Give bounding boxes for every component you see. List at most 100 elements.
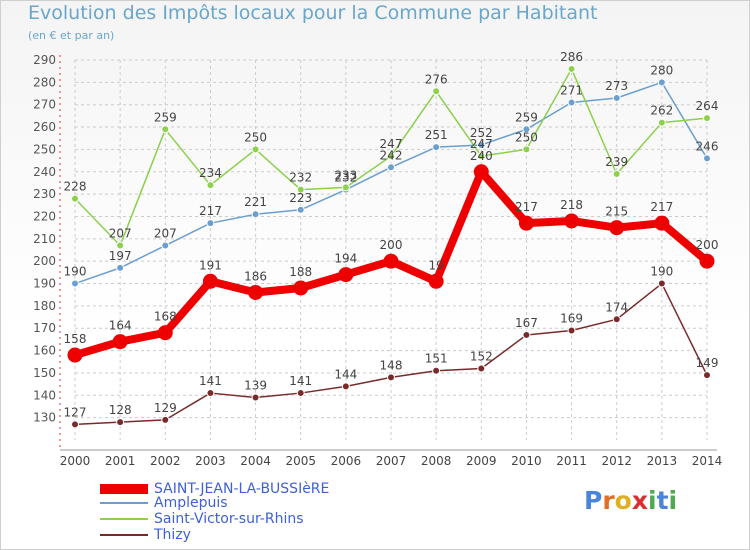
data-point — [157, 325, 173, 341]
y-tick-label: 200 — [33, 254, 56, 268]
data-point — [612, 94, 621, 102]
data-point — [161, 415, 170, 424]
x-tick-label: 2014 — [692, 454, 723, 468]
data-point — [387, 163, 395, 172]
data-point — [202, 273, 218, 289]
data-point — [564, 213, 580, 229]
logo-letter: t — [656, 486, 669, 515]
x-tick-label: 2003 — [195, 454, 226, 468]
y-tick-label: 220 — [33, 209, 56, 223]
data-label: 217 — [199, 204, 222, 218]
data-point — [612, 315, 621, 324]
data-point — [338, 267, 354, 283]
x-tick-label: 2001 — [105, 454, 136, 468]
y-tick-label: 230 — [33, 187, 56, 201]
data-point — [161, 241, 170, 250]
data-point — [161, 125, 170, 134]
data-point — [609, 220, 625, 236]
data-label: 188 — [289, 265, 312, 279]
y-tick-label: 290 — [33, 53, 56, 67]
data-label: 144 — [334, 367, 357, 381]
data-label: 141 — [289, 374, 312, 388]
data-point — [567, 326, 576, 335]
x-tick-label: 2007 — [376, 454, 407, 468]
data-point — [116, 241, 125, 250]
data-point — [293, 280, 309, 296]
data-point — [657, 118, 666, 127]
data-label: 232 — [289, 171, 312, 185]
data-label: 250 — [515, 130, 538, 144]
data-point — [703, 154, 711, 163]
data-point — [477, 152, 486, 161]
data-point — [428, 273, 444, 289]
data-point — [654, 215, 670, 231]
legend-swatch — [100, 502, 148, 504]
data-label: 232 — [334, 171, 357, 185]
y-tick-label: 140 — [33, 388, 56, 402]
data-label: 164 — [109, 319, 132, 333]
data-label: 191 — [199, 258, 222, 272]
logo-letter: x — [631, 486, 648, 515]
data-label: 259 — [154, 110, 177, 124]
x-tick-label: 2009 — [466, 454, 497, 468]
axes: 130 140 150 160 170 180 190 200 210 220 230 240 250 2… — [33, 53, 722, 468]
y-tick-label: 170 — [33, 321, 56, 335]
data-point — [477, 364, 486, 373]
legend-label: Thizy — [154, 527, 191, 543]
data-point — [251, 145, 260, 154]
data-label: 262 — [650, 104, 673, 118]
data-point — [67, 347, 83, 363]
data-point — [341, 183, 350, 192]
y-tick-label: 270 — [33, 98, 56, 112]
data-point — [71, 279, 79, 288]
logo-letter: i — [648, 486, 657, 515]
proxiti-logo: Proxiti — [584, 486, 677, 515]
data-label: 141 — [199, 374, 222, 388]
data-label: 168 — [154, 310, 177, 324]
x-tick-label: 2012 — [601, 454, 632, 468]
data-label: 19 — [429, 258, 444, 272]
data-point — [473, 164, 489, 180]
data-label: 169 — [560, 311, 583, 325]
data-label: 223 — [289, 191, 312, 205]
data-point — [206, 219, 215, 228]
data-label: 217 — [650, 200, 673, 214]
data-label: 251 — [425, 128, 448, 142]
data-label: 217 — [515, 200, 538, 214]
data-point — [657, 279, 666, 288]
data-label: 286 — [560, 50, 583, 64]
data-label: 240 — [470, 149, 493, 163]
data-label: 247 — [380, 137, 403, 151]
data-point — [518, 215, 534, 231]
logo-letter: r — [602, 486, 615, 515]
data-point — [296, 389, 305, 398]
data-point — [567, 98, 576, 107]
data-label: 152 — [470, 349, 493, 363]
data-label: 190 — [650, 265, 673, 279]
data-point — [383, 253, 399, 269]
data-label: 259 — [515, 110, 538, 124]
data-point — [341, 382, 350, 391]
legend-label: SAINT-JEAN-LA-BUSSIèRE — [154, 481, 330, 497]
data-label: 280 — [650, 63, 673, 77]
data-point — [116, 263, 125, 272]
y-tick-label: 130 — [33, 411, 56, 425]
data-label: 200 — [696, 238, 719, 252]
x-tick-label: 2008 — [421, 454, 452, 468]
logo-letter: i — [668, 486, 678, 515]
chart-title: Evolution des Impôts locaux pour la Comm… — [28, 2, 598, 24]
data-label: 207 — [109, 227, 132, 241]
y-tick-label: 280 — [33, 75, 56, 89]
data-label: 190 — [64, 265, 87, 279]
x-tick-label: 2005 — [285, 454, 316, 468]
data-label: 127 — [64, 405, 87, 419]
x-tick-label: 2006 — [331, 454, 362, 468]
data-point — [432, 366, 441, 375]
data-point — [432, 143, 441, 152]
data-point — [703, 114, 711, 123]
data-point — [206, 181, 215, 190]
data-point — [612, 170, 621, 178]
data-label: 215 — [605, 205, 628, 219]
data-label: 207 — [154, 227, 177, 241]
data-point — [657, 78, 666, 87]
